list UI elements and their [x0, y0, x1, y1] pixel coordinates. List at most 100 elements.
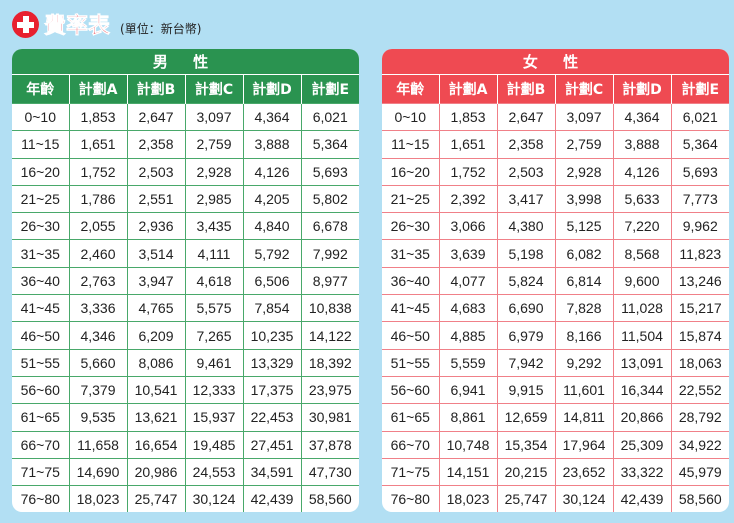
- rate-cell: 5,633: [612, 184, 672, 214]
- column-header: 計劃D: [242, 74, 302, 104]
- age-cell: 56~60: [12, 375, 70, 405]
- rate-cell: 6,506: [242, 266, 302, 296]
- rate-cell: 37,878: [300, 430, 359, 459]
- table-row: 31~35 3,639 5,198 6,082 8,568 11,823: [382, 239, 729, 268]
- age-cell: 36~40: [12, 266, 70, 296]
- rate-cell: 34,591: [242, 457, 302, 487]
- table-row: 66~70 10,748 15,354 17,964 25,309 34,922: [382, 430, 729, 459]
- rate-cell: 5,559: [438, 348, 498, 377]
- age-cell: 51~55: [12, 348, 70, 377]
- rate-cell: 23,652: [554, 457, 614, 487]
- rate-cell: 16,344: [612, 375, 672, 405]
- rate-cell: 15,217: [670, 294, 729, 323]
- rate-cell: 10,838: [300, 294, 359, 323]
- rate-cell: 10,748: [438, 430, 498, 459]
- rate-cell: 13,329: [242, 348, 302, 377]
- table-row: 71~75 14,690 20,986 24,553 34,591 47,730: [12, 457, 359, 487]
- rate-cell: 3,888: [242, 130, 302, 159]
- rate-cell: 1,786: [68, 184, 128, 214]
- age-cell: 11~15: [12, 130, 70, 159]
- age-cell: 71~75: [382, 457, 440, 487]
- rate-cell: 1,752: [438, 157, 498, 186]
- column-header: 年齡: [12, 74, 70, 104]
- rate-cell: 30,981: [300, 403, 359, 432]
- rate-cell: 11,658: [68, 430, 128, 459]
- rate-cell: 20,215: [496, 457, 556, 487]
- rate-cell: 3,514: [126, 239, 186, 268]
- rate-cell: 15,937: [184, 403, 244, 432]
- rate-cell: 17,375: [242, 375, 302, 405]
- table-row: 26~30 3,066 4,380 5,125 7,220 9,962: [382, 212, 729, 241]
- rate-cell: 3,336: [68, 294, 128, 323]
- rate-cell: 25,747: [496, 485, 556, 513]
- age-cell: 46~50: [12, 321, 70, 350]
- rate-cell: 6,678: [300, 212, 359, 241]
- rate-cell: 58,560: [670, 485, 729, 513]
- rate-cell: 5,693: [300, 157, 359, 186]
- age-cell: 31~35: [382, 239, 440, 268]
- rate-cell: 4,765: [126, 294, 186, 323]
- rate-cell: 5,364: [670, 130, 729, 159]
- age-cell: 16~20: [12, 157, 70, 186]
- rate-cell: 8,086: [126, 348, 186, 377]
- rate-cell: 8,977: [300, 266, 359, 296]
- rate-cell: 11,601: [554, 375, 614, 405]
- rate-cell: 10,541: [126, 375, 186, 405]
- rate-cell: 7,942: [496, 348, 556, 377]
- rate-cell: 13,246: [670, 266, 729, 296]
- rate-cell: 6,209: [126, 321, 186, 350]
- rate-cell: 3,998: [554, 184, 614, 214]
- rate-cell: 23,975: [300, 375, 359, 405]
- table-row: 11~15 1,651 2,358 2,759 3,888 5,364: [382, 130, 729, 159]
- rate-cell: 14,122: [300, 321, 359, 350]
- rate-cell: 22,453: [242, 403, 302, 432]
- red-cross-icon: [12, 10, 39, 38]
- rate-cell: 18,023: [68, 485, 128, 513]
- rate-cell: 30,124: [184, 485, 244, 513]
- rate-cell: 2,928: [554, 157, 614, 186]
- age-cell: 46~50: [382, 321, 440, 350]
- rate-cell: 5,792: [242, 239, 302, 268]
- rate-cell: 9,915: [496, 375, 556, 405]
- rate-cell: 9,962: [670, 212, 729, 241]
- rate-cell: 42,439: [242, 485, 302, 513]
- table-row: 61~65 8,861 12,659 14,811 20,866 28,792: [382, 403, 729, 432]
- rate-cell: 4,346: [68, 321, 128, 350]
- age-cell: 36~40: [382, 266, 440, 296]
- rate-cell: 27,451: [242, 430, 302, 459]
- rate-cell: 3,097: [184, 102, 244, 132]
- male-caption: 男 性: [12, 49, 359, 75]
- table-row: 21~25 1,786 2,551 2,985 4,205 5,802: [12, 184, 359, 214]
- rate-cell: 58,560: [300, 485, 359, 513]
- column-header: 計劃E: [300, 74, 359, 104]
- rate-cell: 6,021: [670, 102, 729, 132]
- page-title: 費率表: [44, 14, 111, 40]
- rate-cell: 2,647: [126, 102, 186, 132]
- age-cell: 76~80: [12, 485, 70, 513]
- age-cell: 76~80: [382, 485, 440, 513]
- age-cell: 41~45: [12, 294, 70, 323]
- rate-cell: 30,124: [554, 485, 614, 513]
- rate-cell: 4,840: [242, 212, 302, 241]
- rate-cell: 3,097: [554, 102, 614, 132]
- table-row: 71~75 14,151 20,215 23,652 33,322 45,979: [382, 457, 729, 487]
- table-row: 66~70 11,658 16,654 19,485 27,451 37,878: [12, 430, 359, 459]
- table-row: 16~20 1,752 2,503 2,928 4,126 5,693: [12, 157, 359, 186]
- rate-cell: 13,621: [126, 403, 186, 432]
- rate-cell: 11,028: [612, 294, 672, 323]
- column-header: 計劃A: [438, 74, 498, 104]
- rate-cell: 34,922: [670, 430, 729, 459]
- table-row: 21~25 2,392 3,417 3,998 5,633 7,773: [382, 184, 729, 214]
- rate-cell: 2,759: [184, 130, 244, 159]
- rate-cell: 9,600: [612, 266, 672, 296]
- column-header: 計劃A: [68, 74, 128, 104]
- rate-cell: 3,435: [184, 212, 244, 241]
- rate-cell: 1,651: [438, 130, 498, 159]
- rate-cell: 14,811: [554, 403, 614, 432]
- rate-cell: 6,690: [496, 294, 556, 323]
- table-row: 41~45 3,336 4,765 5,575 7,854 10,838: [12, 294, 359, 323]
- rate-cell: 25,747: [126, 485, 186, 513]
- table-row: 56~60 6,941 9,915 11,601 16,344 22,552: [382, 375, 729, 405]
- table-row: 46~50 4,885 6,979 8,166 11,504 15,874: [382, 321, 729, 350]
- rate-cell: 1,752: [68, 157, 128, 186]
